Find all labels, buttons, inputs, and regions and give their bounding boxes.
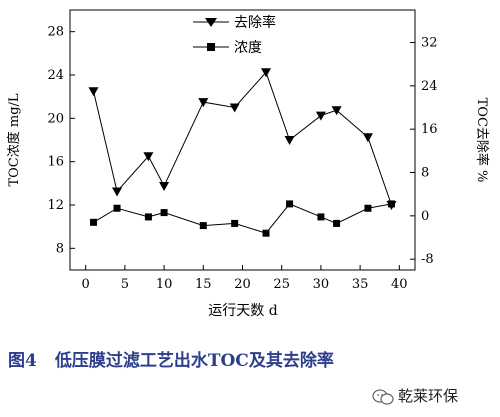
- removal-rate-point: [143, 152, 154, 162]
- left-y-tick-label: 8: [56, 241, 64, 256]
- left-y-tick-label: 20: [47, 111, 64, 126]
- x-tick-label: 0: [82, 277, 90, 292]
- concentration-point: [364, 204, 372, 212]
- wechat-icon: [372, 388, 394, 405]
- removal-rate-point: [331, 106, 342, 116]
- left-y-tick-label: 12: [47, 198, 64, 213]
- x-axis-ticks: 0 5 10 15 20 25 30 35 40: [82, 265, 408, 292]
- left-y-tick-label: 16: [47, 155, 64, 170]
- concentration-point: [160, 209, 168, 217]
- removal-rate-point: [112, 187, 123, 197]
- x-axis-label: 运行天数 d: [208, 303, 277, 319]
- right-y-tick-label: 16: [421, 122, 438, 137]
- series-layer: [88, 68, 397, 237]
- legend-item-concentration: 浓度: [193, 40, 262, 56]
- removal-rate-point: [261, 68, 272, 78]
- removal-rate-point: [315, 111, 326, 121]
- right-y-tick-label: 8: [421, 166, 429, 181]
- left-y-tick-label: 24: [47, 68, 64, 83]
- removal-rate-point: [159, 182, 170, 192]
- x-tick-label: 5: [121, 277, 129, 292]
- left-y-tick-label: 28: [47, 25, 64, 40]
- left-y-axis-label: TOC浓度 mg/L: [6, 93, 22, 186]
- right-y-tick-label: 32: [421, 36, 438, 51]
- x-tick-label: 25: [273, 277, 290, 292]
- series-line-1: [93, 203, 392, 234]
- concentration-point: [317, 213, 325, 221]
- concentration-point: [199, 222, 207, 230]
- triangle-down-icon: [205, 18, 217, 27]
- legend: 去除率 浓度: [193, 14, 276, 56]
- x-tick-label: 40: [391, 277, 408, 292]
- legend-label-removal-rate: 去除率: [234, 14, 276, 31]
- x-tick-label: 35: [352, 277, 369, 292]
- right-y-tick-label: 24: [421, 79, 438, 94]
- removal-rate-point: [198, 98, 209, 108]
- figure-number: 图4: [8, 351, 37, 371]
- concentration-point: [286, 200, 294, 208]
- concentration-point: [90, 218, 98, 226]
- concentration-point: [144, 213, 152, 221]
- watermark: 乾莱环保: [372, 385, 458, 406]
- x-tick-label: 10: [156, 277, 173, 292]
- right-y-axis-label: TOC去除率 %: [474, 98, 490, 183]
- square-icon: [207, 43, 215, 51]
- concentration-point: [113, 204, 121, 212]
- legend-label-concentration: 浓度: [234, 40, 262, 56]
- figure-caption: 图4 低压膜过滤工艺出水TOC及其去除率: [8, 346, 448, 371]
- removal-rate-point: [229, 103, 240, 113]
- concentration-point: [333, 219, 341, 227]
- right-y-tick-label: -8: [421, 252, 434, 267]
- x-tick-label: 20: [234, 277, 251, 292]
- x-tick-label: 15: [195, 277, 212, 292]
- concentration-point: [262, 229, 270, 237]
- x-tick-label: 30: [313, 277, 330, 292]
- right-y-axis-ticks: -8 0 8 16 24 32: [410, 36, 438, 267]
- removal-rate-point: [284, 136, 295, 145]
- figure-title: 低压膜过滤工艺出水TOC及其去除率: [54, 351, 334, 371]
- right-y-tick-label: 0: [421, 209, 429, 224]
- series-line-0: [93, 71, 392, 206]
- watermark-text: 乾莱环保: [398, 387, 459, 405]
- left-y-axis-ticks: 8 12 16 20 24 28: [47, 25, 75, 256]
- legend-item-removal-rate: 去除率: [193, 14, 276, 31]
- removal-rate-point: [362, 133, 373, 143]
- concentration-point: [231, 219, 239, 227]
- concentration-point: [387, 200, 395, 208]
- removal-rate-point: [88, 87, 99, 97]
